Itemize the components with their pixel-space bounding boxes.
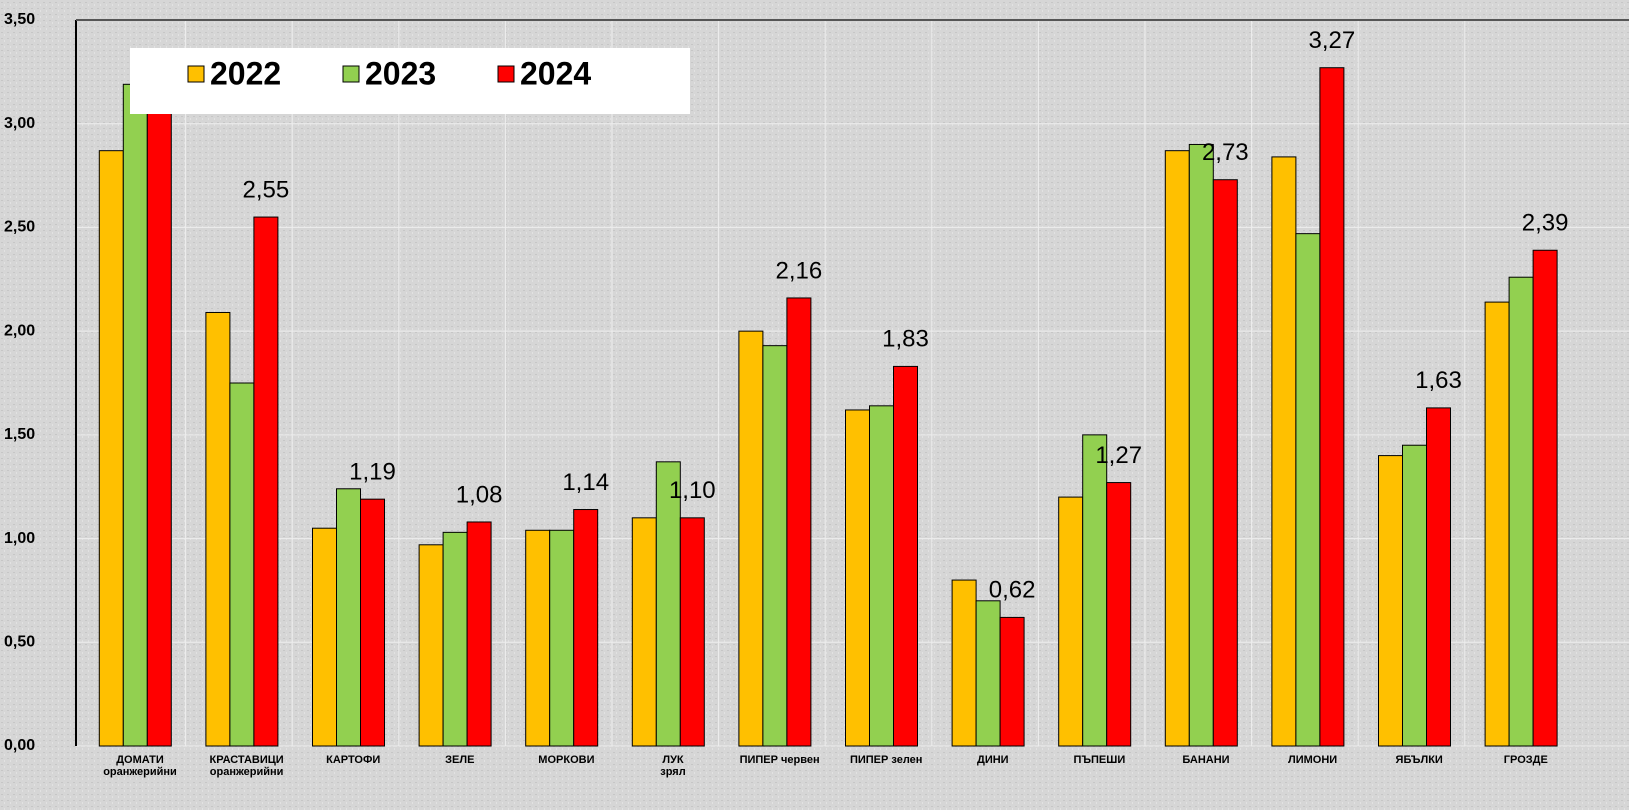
y-tick-label: 3,00 (4, 115, 35, 132)
bar (1295, 233, 1321, 747)
legend-label: 2024 (520, 55, 591, 91)
legend-swatch (187, 65, 205, 83)
data-label: 2,39 (1522, 210, 1569, 237)
x-tick-label: ЗЕЛЕ (445, 754, 475, 766)
bar (1319, 67, 1345, 747)
y-tick-label: 2,00 (4, 322, 35, 339)
bar (1212, 179, 1238, 747)
bar (1508, 276, 1534, 747)
bar (146, 92, 172, 747)
bar (1188, 143, 1214, 747)
bar (466, 521, 492, 747)
bar (1532, 249, 1558, 747)
x-tick-label: ЛУК зрял (660, 754, 686, 778)
data-label: 1,10 (669, 477, 716, 504)
x-tick-label: ПИПЕР червен (739, 754, 820, 766)
bar (999, 616, 1025, 747)
bar (975, 600, 1001, 747)
y-tick-label: 1,00 (4, 530, 35, 547)
data-label: 3,27 (1309, 27, 1356, 54)
bar (1106, 482, 1132, 747)
legend-swatch (342, 65, 360, 83)
bar (869, 405, 894, 747)
x-tick-label: ГРОЗДЕ (1503, 754, 1548, 766)
bar (738, 330, 764, 747)
x-tick-label: МОРКОВИ (538, 754, 595, 766)
x-tick-label: ПИПЕР зелен (849, 754, 923, 766)
data-label: 1,08 (456, 481, 503, 508)
y-tick-label: 1,50 (4, 426, 35, 443)
bar (1082, 434, 1108, 747)
bar (893, 365, 918, 747)
y-tick-label: 0,00 (4, 737, 35, 754)
y-tick-label: 3,50 (4, 11, 35, 28)
bar (845, 409, 870, 747)
data-label: 2,16 (776, 257, 823, 284)
bar (205, 311, 231, 747)
x-tick-label: ДИНИ (977, 754, 1009, 766)
data-label: 0,62 (989, 577, 1036, 604)
bar (655, 461, 681, 747)
legend-box (130, 48, 690, 114)
bar (631, 517, 657, 747)
bar (1402, 444, 1427, 747)
data-label: 2,73 (1202, 139, 1249, 166)
bar (1271, 156, 1297, 747)
bar (336, 488, 361, 747)
bar (1426, 407, 1451, 747)
bar (573, 509, 599, 747)
bar (442, 531, 468, 747)
bar (418, 544, 444, 747)
bar (1378, 455, 1403, 747)
data-label: 1,63 (1415, 367, 1462, 394)
data-label: 1,19 (349, 459, 396, 486)
data-label: 1,14 (562, 469, 609, 496)
bar (951, 579, 977, 747)
bar (786, 297, 812, 747)
x-tick-label: КАРТОФИ (326, 754, 381, 766)
data-label: 1,27 (1095, 442, 1142, 469)
bar (312, 527, 337, 747)
bar (1484, 301, 1510, 747)
x-tick-label: ДОМАТИ оранжерийни (103, 754, 177, 778)
y-tick-label: 0,50 (4, 634, 35, 651)
data-label: 2,55 (243, 176, 290, 203)
bar (1164, 150, 1190, 747)
bar (549, 529, 575, 747)
data-label: 1,83 (882, 326, 929, 353)
x-tick-label: ЯБЪЛКИ (1395, 754, 1443, 766)
y-tick-label: 2,50 (4, 219, 35, 236)
bar (122, 83, 148, 747)
x-tick-label: КРАСТАВИЦИ оранжерийни (209, 754, 284, 778)
bar (253, 216, 279, 747)
bar (229, 382, 255, 747)
x-tick-label: ПЪПЕШИ (1073, 754, 1126, 766)
legend-label: 2022 (210, 55, 281, 91)
bar (1058, 496, 1084, 747)
legend-label: 2023 (365, 55, 436, 91)
bar (525, 529, 551, 747)
x-tick-label: ЛИМОНИ (1287, 754, 1338, 766)
bar (762, 345, 788, 747)
bar (679, 517, 705, 747)
x-tick-label: БАНАНИ (1182, 754, 1230, 766)
bar (98, 150, 124, 747)
bar (360, 498, 385, 747)
legend-swatch (497, 65, 515, 83)
